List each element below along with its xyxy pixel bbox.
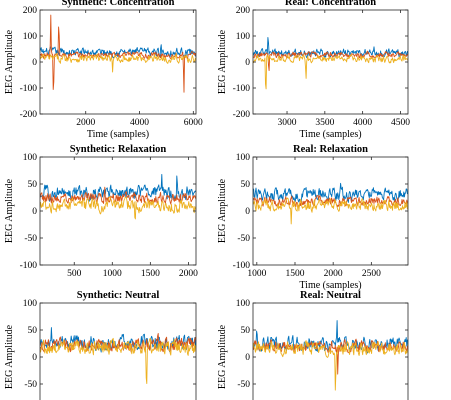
y-tick-label: 100 [23,32,38,42]
x-tick-label: 2000 [76,118,95,128]
series-line [40,53,196,73]
x-tick-label: 1500 [141,269,160,279]
y-axis-label: EEG Amplitude [4,178,15,243]
y-tick-label: 50 [241,180,251,190]
y-tick-label: -100 [20,84,38,94]
y-tick-label: 0 [245,58,250,68]
series-line [40,44,196,59]
chart-panel: 500 1000 1500 2000 -100 -50 0 50 100 Synthetic: R… [4,144,198,279]
y-tick-label: 200 [236,6,251,16]
y-tick-label: -50 [24,234,37,244]
y-axis-label: EEG Amplitude [4,324,15,389]
y-tick-label: 50 [28,326,38,336]
series-line [40,186,196,205]
chart-panel: 3000 3500 4000 4500 -200 -100 0 100 200 Real: Con… [217,0,410,140]
chart-title: Synthetic: Relaxation [70,144,167,155]
chart-title: Real: Concentration [285,0,376,8]
chart-panel: 1000 1500 2000 2500 -100 -50 0 50 100 Real: Relax… [217,144,409,291]
plot-area [40,157,196,265]
chart-panel: 2000 4000 6000 -200 -100 0 100 200 Synthetic: Co… [4,0,203,140]
x-tick-label: 3000 [278,118,297,128]
y-tick-label: 100 [236,299,251,309]
y-tick-label: -200 [20,110,38,120]
x-tick-label: 1500 [285,269,304,279]
series-line [40,196,196,220]
y-tick-label: 100 [236,32,251,42]
x-axis-label: Time (samples) [299,280,361,291]
y-tick-label: -100 [233,261,251,271]
y-tick-label: -50 [237,234,250,244]
x-tick-label: 4000 [353,118,372,128]
y-tick-label: 0 [32,207,37,217]
y-tick-label: 0 [245,353,250,363]
y-tick-label: 100 [23,153,38,163]
x-tick-label: 2000 [324,269,343,279]
x-tick-label: 4500 [391,118,410,128]
x-tick-label: 1000 [103,269,122,279]
chart-title: Synthetic: Concentration [62,0,175,8]
y-axis-label: EEG Amplitude [4,29,15,94]
y-tick-label: 0 [32,353,37,363]
y-tick-label: -100 [20,261,38,271]
series-line [253,182,408,203]
chart-title: Real: Relaxation [293,144,368,155]
series-line [253,50,408,72]
y-tick-label: 200 [23,6,38,16]
series-line [253,340,408,391]
x-tick-label: 3500 [315,118,334,128]
x-tick-label: 4000 [130,118,149,128]
series-line [253,197,408,225]
plot-area [253,157,408,265]
series-line [40,14,196,93]
y-tick-label: -50 [24,380,37,390]
plot-area [40,10,196,114]
x-tick-label: 2000 [179,269,198,279]
plot-area [40,303,196,400]
x-axis-label: Time (samples) [299,129,361,140]
y-tick-label: 0 [32,58,37,68]
x-tick-label: 500 [67,269,82,279]
series-line [40,337,196,385]
y-tick-label: 0 [245,207,250,217]
x-tick-label: 1000 [247,269,266,279]
chart-title: Synthetic: Neutral [77,290,160,301]
y-tick-label: -50 [237,380,250,390]
y-tick-label: 100 [23,299,38,309]
y-tick-label: -100 [233,84,251,94]
y-axis-label: EEG Amplitude [217,29,228,94]
y-axis-label: EEG Amplitude [217,324,228,389]
y-axis-label: EEG Amplitude [217,178,228,243]
y-tick-label: 50 [241,326,251,336]
plot-area [253,10,408,114]
series-line [253,54,408,90]
chart-panel: -50 0 50 100 Synthetic: Neutral EEG Amplitude [4,290,197,400]
series-line [253,194,408,208]
y-tick-label: 50 [28,180,38,190]
chart-title: Real: Neutral [300,290,361,301]
y-tick-label: -200 [233,110,251,120]
x-tick-label: 6000 [184,118,203,128]
x-tick-label: 2500 [362,269,381,279]
x-axis-label: Time (samples) [87,129,149,140]
y-tick-label: 100 [236,153,251,163]
